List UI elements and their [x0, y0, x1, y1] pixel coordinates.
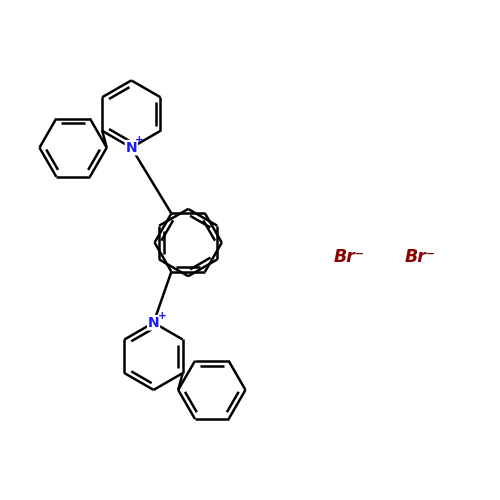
Text: N: N [148, 316, 160, 330]
Text: N: N [126, 140, 137, 154]
Text: +: + [158, 312, 166, 322]
Text: Br⁻: Br⁻ [334, 248, 364, 266]
Text: +: + [136, 135, 144, 145]
Text: Br⁻: Br⁻ [405, 248, 436, 266]
